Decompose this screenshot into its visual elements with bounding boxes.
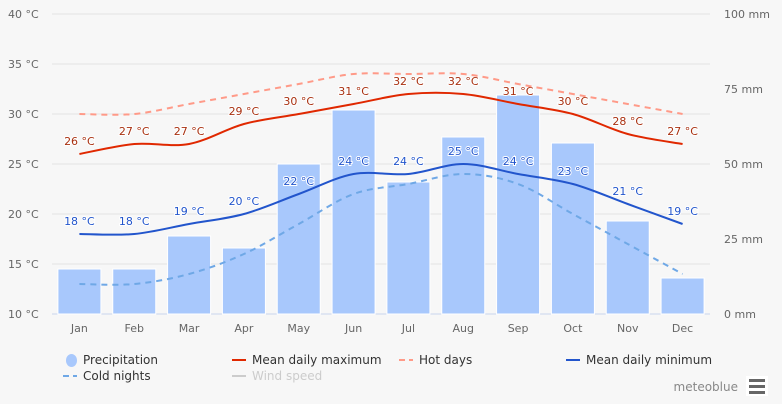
data-label: 30 °C	[558, 95, 589, 108]
line-icon	[566, 359, 580, 361]
precipitation-bar	[57, 268, 102, 315]
data-label: 32 °C	[448, 75, 479, 88]
data-label: 22 °C	[283, 175, 314, 188]
precipitation-bar	[496, 94, 541, 315]
precipitation-bar	[550, 142, 595, 315]
meteoblue-brand: meteoblue	[673, 380, 738, 394]
y-left-tick: 15 °C	[8, 258, 39, 271]
circle-icon	[66, 353, 77, 367]
data-label: 28 °C	[612, 115, 643, 128]
x-tick: Apr	[234, 322, 254, 335]
legend-label: Mean daily minimum	[586, 353, 713, 367]
legend-label: Mean daily maximum	[252, 353, 382, 367]
data-label: 18 °C	[64, 215, 95, 228]
mean-daily-minimum-line	[79, 162, 683, 236]
y-right-tick: 0 mm	[724, 308, 756, 321]
x-tick: Mar	[179, 322, 200, 335]
y-right-tick: 25 mm	[724, 233, 763, 246]
line-icon	[232, 375, 246, 377]
y-left-tick: 35 °C	[8, 58, 39, 71]
x-tick: Dec	[672, 322, 693, 335]
precipitation-bar	[386, 181, 431, 315]
data-label: 24 °C	[503, 155, 534, 168]
dashed-line-icon	[63, 375, 77, 377]
line-icon	[232, 359, 246, 361]
hamburger-icon[interactable]	[746, 376, 768, 396]
y-right-tick: 50 mm	[724, 158, 763, 171]
mean-daily-maximum-line	[79, 91, 683, 155]
legend-cold-nights[interactable]: Cold nights	[63, 369, 151, 383]
legend-hot-days[interactable]: Hot days	[399, 353, 472, 367]
precipitation-bar	[221, 247, 266, 315]
legend-label: Wind speed	[252, 369, 323, 383]
data-label: 19 °C	[174, 205, 205, 218]
data-label: 25 °C	[448, 145, 479, 158]
legend-label: Hot days	[419, 353, 473, 367]
y-left-tick: 25 °C	[8, 158, 39, 171]
data-label: 29 °C	[229, 105, 260, 118]
cold-nights-line	[79, 172, 684, 286]
x-tick: May	[287, 322, 310, 335]
data-label: 20 °C	[229, 195, 260, 208]
data-label: 26 °C	[64, 135, 95, 148]
data-label: 24 °C	[393, 155, 424, 168]
precipitation-bar	[660, 277, 705, 315]
x-tick: Jun	[344, 322, 362, 335]
precipitation-bar	[331, 109, 376, 315]
data-label: 27 °C	[667, 125, 698, 138]
y-right-tick: 75 mm	[724, 83, 763, 96]
x-tick: Jul	[401, 322, 415, 335]
precipitation-bar	[605, 220, 650, 315]
data-label: 19 °C	[667, 205, 698, 218]
legend-wind-speed[interactable]: Wind speed	[232, 369, 322, 383]
data-label: 31 °C	[338, 85, 369, 98]
legend-precipitation[interactable]: Precipitation	[66, 353, 158, 367]
y-left-tick: 10 °C	[8, 308, 39, 321]
legend-mean-max[interactable]: Mean daily maximum	[232, 353, 382, 367]
x-tick: Sep	[508, 322, 529, 335]
x-tick: Jan	[70, 322, 88, 335]
data-label: 21 °C	[612, 185, 643, 198]
x-tick: Aug	[453, 322, 474, 335]
data-label: 32 °C	[393, 75, 424, 88]
y-left-tick: 20 °C	[8, 208, 39, 221]
data-label: 27 °C	[119, 125, 150, 138]
precipitation-bar	[112, 268, 157, 315]
legend-label: Precipitation	[83, 353, 159, 367]
legend-mean-min[interactable]: Mean daily minimum	[566, 353, 712, 367]
data-label: 27 °C	[174, 125, 205, 138]
data-label: 30 °C	[283, 95, 314, 108]
data-label: 23 °C	[558, 165, 589, 178]
x-tick: Feb	[125, 322, 144, 335]
y-left-tick: 40 °C	[8, 8, 39, 21]
dashed-line-icon	[399, 359, 413, 361]
data-label: 24 °C	[338, 155, 369, 168]
hot-days-line	[79, 72, 683, 116]
x-tick: Nov	[617, 322, 639, 335]
legend-label: Cold nights	[83, 369, 151, 383]
x-tick: Oct	[563, 322, 583, 335]
y-left-tick: 30 °C	[8, 108, 39, 121]
data-label: 31 °C	[503, 85, 534, 98]
data-label: 18 °C	[119, 215, 150, 228]
y-right-tick: 100 mm	[724, 8, 770, 21]
